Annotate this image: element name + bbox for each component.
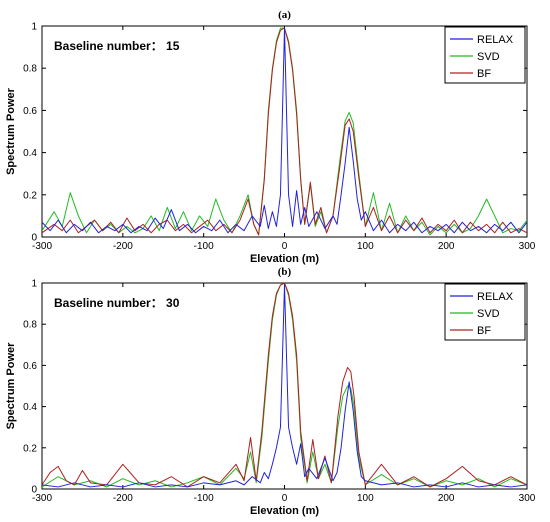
- chart-panel-a: (a) -300 -200 -100 0 100 200 300 0 0.2 0.4 0.6 0.8 1 E…: [5, 9, 536, 265]
- y-tick-label: 0.4: [23, 402, 37, 413]
- y-tick-label: 0: [31, 485, 37, 496]
- x-tick-label: 100: [357, 241, 374, 252]
- x-axis-label: Elevation (m): [250, 505, 319, 517]
- x-tick-label: 100: [357, 493, 374, 504]
- x-tick-label: 200: [438, 241, 455, 252]
- x-tick-label: 0: [282, 241, 288, 252]
- y-tick-label: 0: [31, 233, 37, 244]
- x-tick-label: -300: [32, 493, 52, 504]
- legend-label-relax: RELAX: [477, 291, 514, 303]
- legend: RELAX SVD BF: [444, 283, 526, 341]
- baseline-annotation: Baseline number： 15: [54, 39, 180, 53]
- legend-label-svd: SVD: [477, 308, 500, 320]
- x-axis-label: Elevation (m): [250, 253, 319, 265]
- y-tick-label: 0.6: [23, 106, 37, 117]
- x-tick-label: 0: [282, 493, 288, 504]
- y-tick-label: 0.6: [23, 361, 37, 372]
- panel-title: (b): [278, 266, 292, 278]
- panel-title: (a): [278, 9, 291, 21]
- x-tick-label: -300: [32, 241, 52, 252]
- legend-label-bf: BF: [477, 68, 491, 80]
- x-tick-label: -100: [194, 241, 214, 252]
- legend-label-svd: SVD: [477, 51, 500, 63]
- x-tick-label: -200: [113, 241, 133, 252]
- y-tick-label: 0.2: [23, 190, 37, 201]
- chart-panel-b: (b) -300 -200 -100 0 100 200 300 0 0.2 0.4 0.6 0.8 1 E…: [5, 266, 536, 517]
- series-group: [42, 283, 527, 488]
- y-tick-label: 0.8: [23, 320, 37, 331]
- series-group: [42, 27, 527, 236]
- x-tick-label: -100: [194, 493, 214, 504]
- baseline-annotation: Baseline number： 30: [54, 296, 180, 310]
- series-line-bf: [42, 283, 527, 488]
- y-axis-label: Spectrum Power: [5, 342, 17, 430]
- legend-label-relax: RELAX: [477, 34, 514, 46]
- y-tick-label: 1: [31, 22, 37, 33]
- series-line-relax: [42, 27, 527, 234]
- y-tick-label: 0.2: [23, 443, 37, 454]
- x-tick-label: 300: [519, 493, 536, 504]
- y-tick-label: 0.4: [23, 148, 37, 159]
- y-tick-label: 0.8: [23, 64, 37, 75]
- legend-label-bf: BF: [477, 325, 491, 337]
- y-axis-label: Spectrum Power: [5, 87, 17, 175]
- x-tick-label: -200: [113, 493, 133, 504]
- x-tick-label: 300: [519, 241, 536, 252]
- legend-box: [444, 26, 526, 84]
- y-tick-label: 1: [31, 279, 37, 290]
- legend: RELAX SVD BF: [444, 26, 526, 84]
- legend-box: [444, 283, 526, 341]
- x-tick-label: 200: [438, 493, 455, 504]
- series-line-relax: [42, 284, 527, 488]
